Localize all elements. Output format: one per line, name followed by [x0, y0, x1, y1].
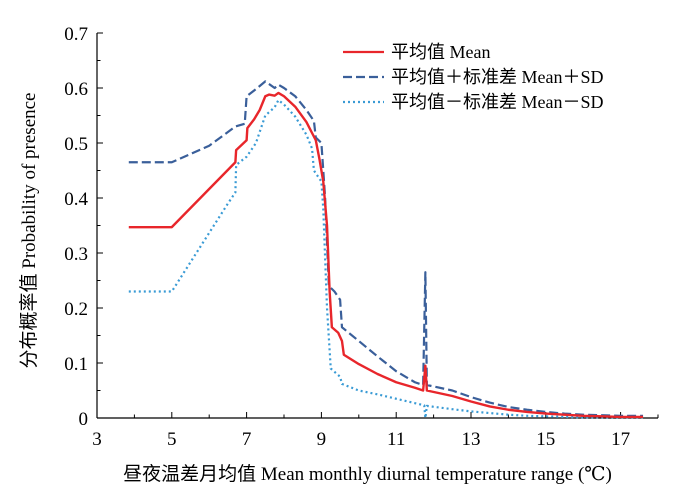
x-tick-label: 3: [92, 429, 102, 450]
y-tick-label: 0.2: [64, 299, 88, 320]
y-tick-label: 0.7: [64, 24, 88, 45]
x-tick-label: 11: [387, 429, 405, 450]
legend-label: 平均值＋标准差 Mean＋SD: [391, 67, 604, 87]
legend: 平均值 Mean 平均值＋标准差 Mean＋SD 平均值－标准差 Mean－SD: [343, 42, 604, 112]
x-tick-label: 7: [242, 429, 252, 450]
legend-label: 平均值－标准差 Mean－SD: [391, 92, 604, 112]
axes: 3 5 7 9 11 13 15 17 0 0.1 0.2 0.3 0.4 0.5 0.6 0.7: [64, 24, 659, 450]
y-tick-label: 0.3: [64, 244, 88, 265]
series-line-solid: [128, 91, 644, 419]
x-tick-label: 13: [462, 429, 481, 450]
y-tick-label: 0.6: [64, 79, 88, 100]
x-tick-label: 15: [536, 429, 555, 450]
series-layer: [128, 80, 644, 420]
x-axis-title: 昼夜温差月均值 Mean monthly diurnal temperature…: [123, 463, 612, 485]
series-line-dashed: [128, 80, 644, 417]
x-tick-label: 5: [167, 429, 177, 450]
y-axis-title: 分布概率值 Probability of presence: [18, 93, 40, 369]
y-tick-label: 0.5: [64, 134, 88, 155]
x-tick-label: 9: [317, 429, 327, 450]
y-tick-label: 0.4: [64, 189, 88, 210]
y-tick-label: 0.1: [64, 354, 88, 375]
legend-label: 平均值 Mean: [391, 42, 490, 62]
y-tick-label: 0: [79, 409, 89, 430]
x-tick-label: 17: [611, 429, 630, 450]
